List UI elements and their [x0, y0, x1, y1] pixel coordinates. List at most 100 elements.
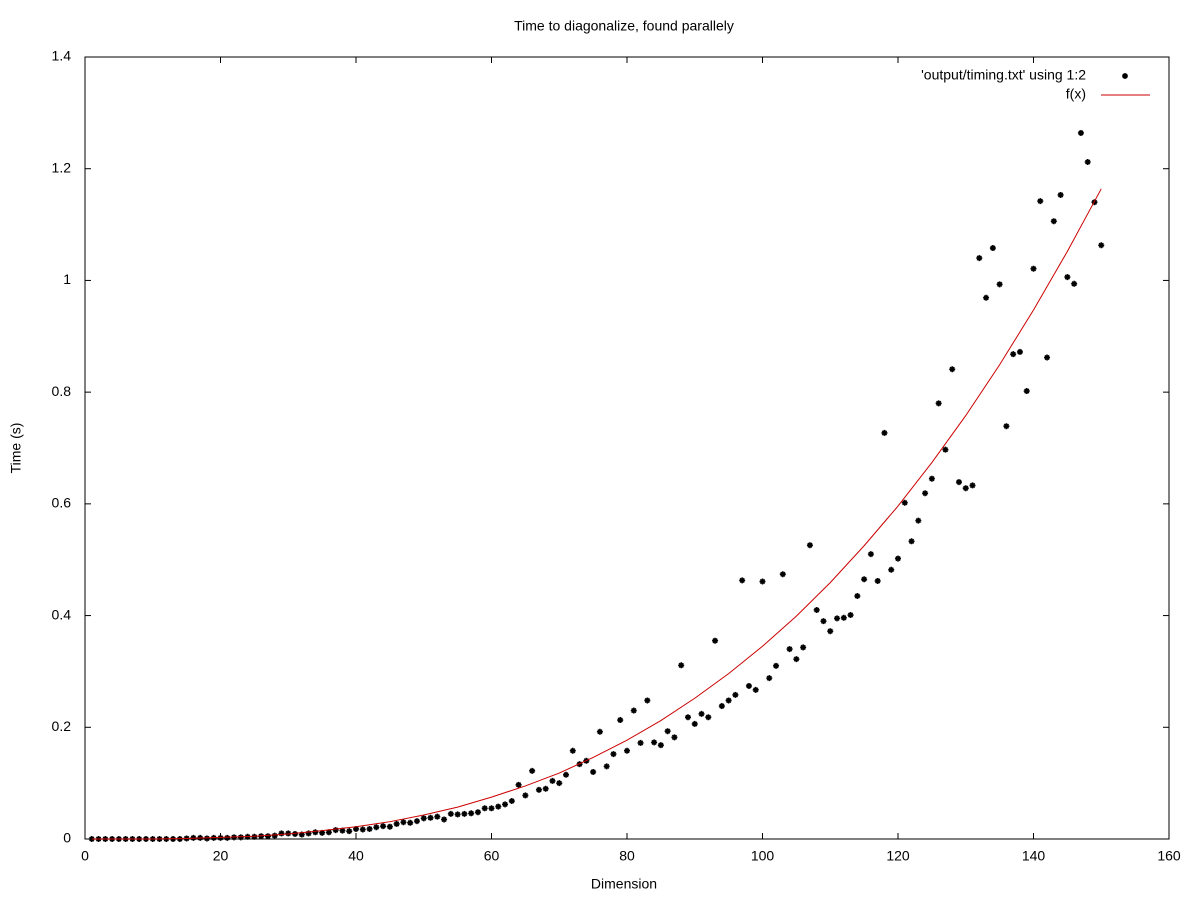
y-tick-label: 1.2: [52, 159, 72, 175]
data-point: [725, 697, 732, 704]
data-point: [502, 801, 509, 808]
data-point: [745, 682, 752, 689]
data-point: [488, 805, 495, 812]
data-point: [691, 720, 698, 727]
data-point: [1077, 129, 1084, 136]
data-point: [203, 835, 210, 842]
data-point: [325, 829, 332, 836]
data-point: [664, 728, 671, 735]
data-point: [657, 742, 664, 749]
y-tick-label: 0.8: [52, 383, 72, 399]
data-point: [922, 490, 929, 497]
data-point: [1037, 198, 1044, 205]
data-point: [312, 829, 319, 836]
data-point: [895, 555, 901, 562]
data-point: [1023, 388, 1030, 395]
data-point: [739, 577, 746, 584]
data-point: [617, 717, 624, 724]
data-point: [590, 768, 597, 775]
data-point: [651, 739, 658, 746]
data-point: [1084, 159, 1091, 166]
x-tick-label: 80: [619, 848, 635, 864]
data-point: [1003, 423, 1010, 430]
data-point: [251, 833, 258, 840]
data-point: [495, 803, 502, 810]
data-point: [332, 827, 339, 834]
data-point: [610, 751, 617, 758]
data-point: [955, 479, 962, 486]
data-point: [393, 820, 400, 827]
data-point: [359, 826, 366, 833]
data-point: [353, 825, 359, 832]
data-point: [407, 819, 414, 826]
data-point: [427, 814, 434, 821]
data-point: [285, 830, 292, 837]
data-point: [413, 818, 420, 825]
data-point: [637, 739, 644, 746]
y-tick-label: 1: [63, 271, 71, 287]
data-point: [386, 823, 393, 830]
data-point: [935, 400, 942, 407]
data-point: [678, 662, 685, 669]
data-point: [468, 810, 475, 817]
data-point: [705, 714, 712, 721]
data-point: [806, 542, 813, 549]
data-point: [779, 571, 786, 578]
x-tick-label: 40: [348, 848, 364, 864]
data-point: [983, 294, 990, 301]
data-point: [441, 816, 448, 823]
data-point: [786, 646, 793, 653]
data-point: [962, 485, 969, 492]
data-point: [698, 710, 705, 717]
data-point: [854, 593, 861, 600]
chart-title: Time to diagonalize, found parallely: [514, 18, 734, 34]
data-point: [1010, 351, 1017, 358]
data-point: [942, 446, 949, 453]
y-tick-label: 0: [63, 830, 71, 846]
data-point: [596, 728, 603, 735]
data-point: [481, 805, 488, 812]
data-point: [732, 691, 739, 698]
data-point: [861, 576, 868, 583]
data-point: [1044, 354, 1051, 361]
data-point: [1071, 280, 1078, 287]
data-point: [454, 811, 461, 818]
data-point: [515, 781, 522, 788]
data-point: [712, 637, 719, 644]
y-tick-label: 0.6: [52, 495, 72, 511]
data-point: [867, 551, 874, 558]
data-point: [888, 566, 895, 573]
x-tick-label: 100: [751, 848, 775, 864]
data-point: [752, 686, 759, 693]
x-tick-label: 160: [1157, 848, 1181, 864]
data-point: [908, 538, 915, 545]
x-tick-label: 60: [484, 848, 500, 864]
data-point: [298, 831, 305, 838]
data-point: [264, 833, 271, 840]
y-tick-label: 0.2: [52, 718, 72, 734]
data-point: [474, 809, 481, 816]
data-point: [237, 834, 244, 841]
data-point: [1050, 218, 1057, 225]
data-point: [535, 786, 542, 793]
legend-label: 'output/timing.txt' using 1:2: [921, 67, 1086, 83]
data-point: [549, 777, 556, 784]
data-point: [718, 703, 725, 710]
x-tick-label: 140: [1022, 848, 1046, 864]
data-point: [813, 606, 820, 613]
data-point: [773, 662, 780, 669]
data-point: [447, 810, 454, 817]
data-point: [976, 255, 983, 262]
legend-marker: [1122, 73, 1128, 79]
data-point: [949, 366, 956, 373]
data-point: [1030, 265, 1037, 272]
data-point: [827, 628, 834, 635]
x-tick-label: 20: [213, 848, 229, 864]
data-point: [224, 834, 231, 841]
data-point: [928, 475, 935, 482]
x-tick-label: 0: [81, 848, 89, 864]
data-point: [420, 815, 427, 822]
